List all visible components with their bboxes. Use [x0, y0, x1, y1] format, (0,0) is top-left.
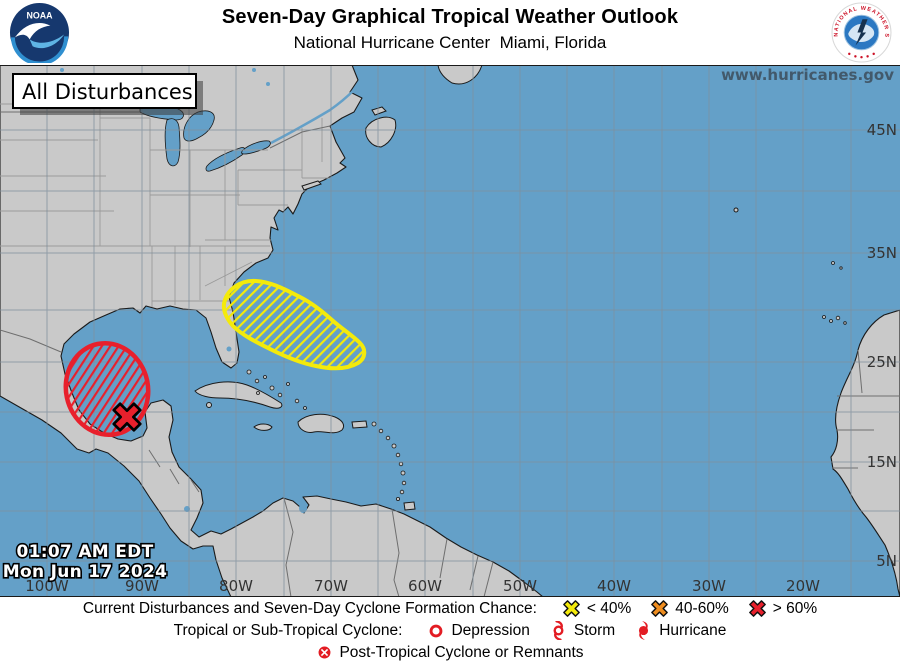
- x-mark-red-icon: [748, 600, 766, 617]
- lake-ontario: [241, 140, 271, 155]
- legend-depression-label: Depression: [451, 622, 530, 639]
- lon-label: 80W: [219, 577, 253, 595]
- nws-logo-icon: NATIONAL WEATHER SERVICE: [831, 2, 892, 63]
- island-cuba: [194, 381, 283, 409]
- x-mark-orange-icon: [651, 600, 669, 617]
- legend-item-high: > 60%: [748, 598, 817, 619]
- timestamp: 01:07 AM EDT Mon Jun 17 2024: [1, 540, 168, 583]
- x-mark-yellow-icon: [563, 600, 580, 617]
- legend-item-medium: 40-60%: [650, 598, 729, 619]
- island-pei: [371, 106, 387, 116]
- timestamp-time: 01:07 AM EDT: [17, 542, 154, 562]
- noaa-logo-text: NOAA: [26, 11, 53, 21]
- islands-canary-madeira: [822, 261, 847, 325]
- island-long-island: [301, 180, 322, 191]
- disturbance-area-low[interactable]: [221, 278, 367, 371]
- island-nova-scotia: [365, 116, 397, 148]
- lon-label: 30W: [692, 577, 726, 595]
- legend-item-depression: Depression: [427, 620, 530, 641]
- island-isle-of-youth: [206, 402, 212, 408]
- legend-item-storm: Storm: [549, 620, 615, 641]
- island-bermuda: [733, 207, 739, 213]
- legend-post-tropical-label: Post-Tropical Cyclone or Remnants: [339, 644, 584, 661]
- island-puerto-rico: [351, 420, 368, 429]
- st-lawrence-river: [270, 89, 355, 145]
- lon-label: 100W: [25, 577, 69, 595]
- map-canvas[interactable]: www.hurricanes.gov 45N 35N 25N 15N 5N 10…: [0, 66, 900, 596]
- island-trinidad: [403, 501, 416, 511]
- legend-high-label: > 60%: [772, 600, 818, 617]
- islands-lesser-antilles: [371, 421, 407, 501]
- legend-low-label: < 40%: [586, 600, 632, 617]
- timestamp-date: Mon Jun 17 2024: [3, 562, 167, 582]
- lon-label: 60W: [408, 577, 442, 595]
- island-jamaica: [253, 423, 273, 431]
- legend-row-cyclone-types: Tropical or Sub-Tropical Cyclone: Depres…: [173, 620, 726, 641]
- legend-row-formation-chance: Current Disturbances and Seven-Day Cyclo…: [83, 598, 817, 619]
- header: NOAA Seven-Day Graphical Tropical Weathe…: [0, 0, 900, 65]
- lake-okeechobee: [226, 346, 232, 352]
- lon-label: 70W: [314, 577, 348, 595]
- legend: Current Disturbances and Seven-Day Cyclo…: [0, 597, 900, 664]
- legend-row1-label: Current Disturbances and Seven-Day Cyclo…: [82, 600, 537, 617]
- lat-label: 35N: [867, 244, 897, 262]
- lat-label: 25N: [867, 353, 897, 371]
- page-title: Seven-Day Graphical Tropical Weather Out…: [221, 6, 679, 28]
- lon-label: 50W: [503, 577, 537, 595]
- lon-label: 90W: [125, 577, 159, 595]
- longitude-labels: 100W 90W 80W 70W 60W 50W 40W 30W 20W: [25, 577, 820, 595]
- islands: [194, 66, 847, 511]
- islands-bahamas: [246, 369, 307, 410]
- lake-michigan: [164, 118, 181, 167]
- hurricane-icon: [639, 621, 649, 640]
- noaa-logo-icon: NOAA: [9, 2, 70, 63]
- latitude-labels: 45N 35N 25N 15N 5N: [867, 121, 897, 570]
- island-newfoundland: [437, 66, 483, 85]
- island-hispaniola: [297, 413, 345, 434]
- outlook-map: www.hurricanes.gov 45N 35N 25N 15N 5N 10…: [0, 65, 900, 597]
- all-disturbances-label: All Disturbances: [22, 80, 193, 104]
- lon-label: 40W: [597, 577, 631, 595]
- lat-label: 45N: [867, 121, 897, 139]
- legend-hurricane-label: Hurricane: [659, 622, 727, 639]
- legend-storm-label: Storm: [573, 622, 616, 639]
- lat-label: 15N: [867, 453, 897, 471]
- depression-icon: [430, 624, 443, 637]
- legend-row2-label: Tropical or Sub-Tropical Cyclone:: [173, 622, 403, 639]
- legend-item-hurricane: Hurricane: [634, 620, 726, 641]
- nws-stars: [848, 52, 875, 59]
- graticule: [0, 66, 900, 596]
- legend-item-low: < 40%: [562, 598, 631, 619]
- all-disturbances-box: All Disturbances: [12, 73, 203, 115]
- legend-row-post-tropical: Post-Tropical Cyclone or Remnants: [316, 642, 584, 663]
- legend-medium-label: 40-60%: [675, 600, 729, 617]
- lon-label: 20W: [786, 577, 820, 595]
- disturbance-x-marker[interactable]: [107, 397, 147, 437]
- lat-label: 5N: [876, 552, 897, 570]
- landmass-americas: [0, 66, 543, 596]
- lake-huron: [183, 110, 215, 142]
- post-tropical-icon: [319, 646, 331, 659]
- legend-item-post-tropical: Post-Tropical Cyclone or Remnants: [316, 642, 584, 663]
- hurricanes-gov-watermark[interactable]: www.hurricanes.gov: [721, 66, 894, 84]
- tropical-storm-icon: [553, 621, 564, 640]
- page-subtitle: National Hurricane Center Miami, Florida: [293, 33, 607, 52]
